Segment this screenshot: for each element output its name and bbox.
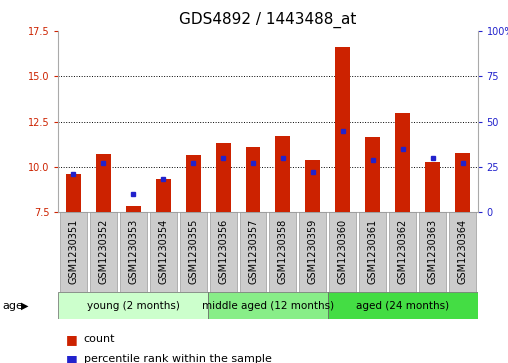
FancyBboxPatch shape [180, 212, 207, 292]
Text: GSM1230363: GSM1230363 [428, 219, 437, 284]
FancyBboxPatch shape [299, 212, 326, 292]
FancyBboxPatch shape [269, 212, 296, 292]
FancyBboxPatch shape [240, 212, 267, 292]
Text: GSM1230354: GSM1230354 [158, 219, 168, 284]
Text: GSM1230359: GSM1230359 [308, 219, 318, 284]
FancyBboxPatch shape [389, 212, 416, 292]
Bar [455, 153, 470, 212]
Bar [126, 206, 141, 212]
FancyBboxPatch shape [328, 292, 478, 319]
FancyBboxPatch shape [208, 292, 328, 319]
Bar [335, 47, 351, 212]
Bar [425, 162, 440, 212]
Text: GSM1230362: GSM1230362 [398, 219, 408, 284]
Text: ■: ■ [66, 353, 78, 363]
Bar [395, 113, 410, 212]
FancyBboxPatch shape [210, 212, 237, 292]
FancyBboxPatch shape [58, 292, 208, 319]
Bar [156, 179, 171, 212]
Text: young (2 months): young (2 months) [87, 301, 180, 311]
Text: percentile rank within the sample: percentile rank within the sample [84, 354, 272, 363]
Text: GSM1230361: GSM1230361 [368, 219, 378, 284]
FancyBboxPatch shape [359, 212, 386, 292]
Text: GSM1230355: GSM1230355 [188, 219, 198, 284]
Text: middle aged (12 months): middle aged (12 months) [202, 301, 334, 311]
Text: GSM1230357: GSM1230357 [248, 219, 258, 284]
FancyBboxPatch shape [150, 212, 177, 292]
Bar [185, 155, 201, 212]
FancyBboxPatch shape [329, 212, 356, 292]
Text: GSM1230353: GSM1230353 [128, 219, 138, 284]
Text: aged (24 months): aged (24 months) [356, 301, 449, 311]
FancyBboxPatch shape [60, 212, 87, 292]
Bar [96, 154, 111, 212]
Bar [365, 137, 380, 212]
Bar [275, 136, 291, 212]
Text: ▶: ▶ [21, 301, 29, 311]
Text: GSM1230364: GSM1230364 [458, 219, 467, 284]
Bar [215, 143, 231, 212]
Text: GSM1230360: GSM1230360 [338, 219, 348, 284]
Bar [305, 160, 321, 212]
FancyBboxPatch shape [120, 212, 147, 292]
FancyBboxPatch shape [419, 212, 446, 292]
Text: GSM1230352: GSM1230352 [99, 219, 108, 284]
Text: ■: ■ [66, 333, 78, 346]
Text: GSM1230358: GSM1230358 [278, 219, 288, 284]
Text: GSM1230356: GSM1230356 [218, 219, 228, 284]
Title: GDS4892 / 1443488_at: GDS4892 / 1443488_at [179, 12, 357, 28]
Text: GSM1230351: GSM1230351 [69, 219, 78, 284]
FancyBboxPatch shape [449, 212, 476, 292]
Text: count: count [84, 334, 115, 344]
Text: age: age [3, 301, 23, 311]
Bar [66, 174, 81, 212]
FancyBboxPatch shape [90, 212, 117, 292]
Bar [245, 147, 261, 212]
